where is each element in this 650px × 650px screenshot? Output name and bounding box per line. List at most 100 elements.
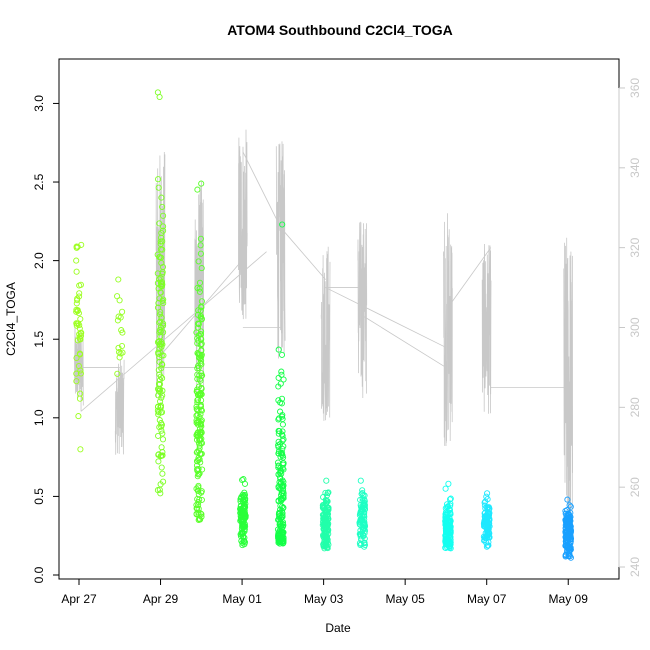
data-point xyxy=(565,534,572,541)
data-point xyxy=(197,307,204,314)
data-point xyxy=(158,352,165,359)
data-point xyxy=(155,285,162,292)
data-point xyxy=(324,498,331,505)
data-point xyxy=(76,335,84,342)
data-point xyxy=(276,428,283,435)
data-point xyxy=(156,424,163,431)
data-point xyxy=(73,378,80,385)
data-point xyxy=(119,308,126,315)
y-axis: 0.0 0.5 1.0 1.5 2.0 2.5 3.0 xyxy=(32,95,60,583)
data-point xyxy=(567,544,574,551)
data-point xyxy=(275,346,282,353)
data-point xyxy=(442,535,449,543)
data-point xyxy=(357,533,364,540)
data-point xyxy=(241,534,248,541)
data-point xyxy=(277,520,284,527)
data-point xyxy=(321,508,328,515)
data-point xyxy=(74,320,81,327)
data-point xyxy=(73,268,80,275)
chart-title: ATOM4 Southbound C2Cl4_TOGA xyxy=(227,22,453,38)
data-point xyxy=(446,544,453,552)
data-point xyxy=(323,501,330,508)
data-point xyxy=(77,370,84,377)
secondary-segment-7 xyxy=(357,221,368,399)
data-point xyxy=(156,327,163,334)
data-point xyxy=(482,523,489,530)
data-point xyxy=(481,499,488,506)
data-point xyxy=(237,498,244,505)
secondary-connector-2 xyxy=(80,251,267,412)
data-point xyxy=(73,306,80,313)
data-point xyxy=(446,506,453,513)
data-point xyxy=(444,509,451,516)
data-point xyxy=(278,479,285,486)
data-point xyxy=(76,290,83,297)
data-point xyxy=(446,535,453,542)
data-point xyxy=(116,349,123,356)
data-point xyxy=(156,93,163,101)
data-point xyxy=(155,387,163,395)
data-point xyxy=(195,465,202,473)
data-point xyxy=(119,349,126,356)
data-point xyxy=(564,517,571,525)
secondary-segment-6 xyxy=(320,246,331,421)
data-point xyxy=(195,454,202,462)
data-point xyxy=(359,487,366,494)
data-point xyxy=(158,365,165,372)
secondary-series xyxy=(74,129,573,530)
data-point xyxy=(155,451,162,458)
data-point xyxy=(278,522,285,529)
y-tick-label: 3.0 xyxy=(32,95,46,112)
data-point xyxy=(241,513,248,520)
data-point xyxy=(361,530,368,537)
data-point xyxy=(277,509,284,516)
y-tick-label: 1.0 xyxy=(32,409,46,426)
data-point xyxy=(197,235,204,242)
data-point xyxy=(160,212,167,219)
data-point xyxy=(157,246,164,253)
data-point xyxy=(321,542,328,550)
data-point xyxy=(197,411,204,418)
data-point xyxy=(567,503,574,510)
right-y-tick-label: 320 xyxy=(628,237,642,257)
data-point xyxy=(78,329,85,336)
data-point xyxy=(481,536,488,543)
data-point xyxy=(159,387,166,394)
y-tick-label: 1.5 xyxy=(32,331,46,348)
data-point xyxy=(324,521,331,528)
data-point xyxy=(241,523,248,530)
data-point xyxy=(159,436,167,443)
data-point xyxy=(73,300,80,307)
data-point xyxy=(159,470,166,477)
data-point xyxy=(240,497,247,504)
data-point xyxy=(74,295,81,302)
data-point xyxy=(194,467,201,474)
data-point xyxy=(241,480,249,487)
data-point xyxy=(76,282,83,289)
data-point xyxy=(116,297,123,304)
data-point xyxy=(77,315,84,323)
data-point xyxy=(156,385,163,392)
data-point xyxy=(157,328,164,335)
data-point xyxy=(484,531,491,538)
data-point xyxy=(278,395,286,402)
data-point xyxy=(446,496,454,503)
right-y-tick-label: 340 xyxy=(628,157,642,177)
data-point xyxy=(196,392,203,399)
data-point xyxy=(197,242,204,249)
data-point xyxy=(198,489,205,496)
data-point xyxy=(196,516,203,523)
data-point xyxy=(115,276,122,283)
data-point xyxy=(279,432,286,439)
data-point xyxy=(196,445,203,452)
right-y-tick-label: 260 xyxy=(628,477,642,497)
data-point xyxy=(158,234,165,241)
data-point xyxy=(77,367,84,374)
data-point xyxy=(321,539,328,546)
data-point xyxy=(278,496,285,504)
data-point xyxy=(197,420,204,428)
data-point xyxy=(277,380,284,387)
data-point xyxy=(280,454,287,461)
data-point xyxy=(360,504,367,512)
data-point xyxy=(562,553,569,560)
